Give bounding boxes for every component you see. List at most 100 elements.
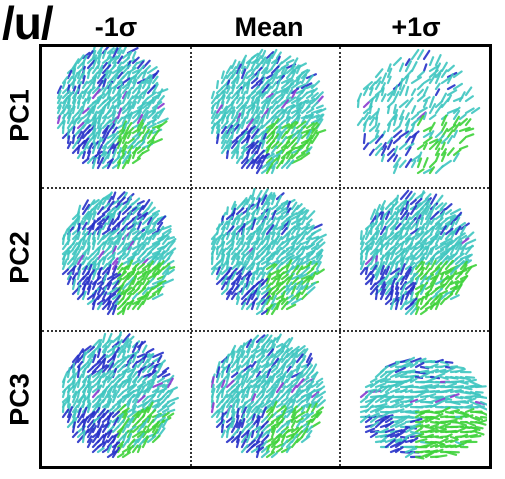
vector-glyph bbox=[449, 400, 461, 406]
vector-glyph bbox=[250, 276, 256, 286]
vector-glyph bbox=[260, 194, 268, 206]
vector-glyph bbox=[479, 418, 487, 424]
vector-glyph bbox=[255, 261, 261, 271]
vector-glyph bbox=[398, 130, 410, 139]
vector-glyph bbox=[414, 306, 420, 316]
vector-glyph bbox=[392, 90, 400, 103]
vector-glyph bbox=[151, 114, 158, 125]
vector-glyph bbox=[116, 152, 126, 165]
vector-glyph bbox=[106, 253, 114, 261]
vector-glyph bbox=[275, 342, 284, 349]
vector-glyph bbox=[270, 216, 277, 226]
vector-glyph bbox=[250, 338, 256, 349]
vector-glyph bbox=[270, 59, 278, 70]
vector-glyph bbox=[449, 435, 458, 440]
vector-glyph bbox=[290, 114, 302, 125]
vector-glyph bbox=[270, 259, 280, 266]
vector-glyph bbox=[101, 222, 107, 231]
vector-glyph bbox=[240, 216, 246, 226]
vector-glyph bbox=[96, 109, 104, 120]
vector-glyph bbox=[464, 86, 473, 97]
vector-glyph bbox=[250, 384, 258, 394]
vector-glyph bbox=[446, 89, 458, 97]
vector-glyph bbox=[210, 266, 217, 276]
vector-glyph bbox=[146, 236, 153, 246]
vector-glyph bbox=[260, 308, 270, 316]
vector-glyph bbox=[315, 241, 326, 251]
vector-glyph bbox=[410, 88, 417, 97]
vector-glyph bbox=[285, 285, 294, 296]
vector-glyph bbox=[464, 375, 476, 379]
vector-glyph bbox=[121, 272, 131, 281]
vector-glyph bbox=[111, 287, 122, 296]
vector-glyph bbox=[66, 276, 73, 286]
vector-glyph bbox=[429, 279, 437, 291]
vector-glyph bbox=[280, 428, 290, 439]
vector-glyph bbox=[71, 391, 78, 404]
vector-glyph bbox=[285, 103, 295, 110]
vector-glyph bbox=[384, 421, 394, 429]
vector-glyph bbox=[454, 365, 465, 370]
vector-glyph bbox=[305, 243, 316, 251]
vector-glyph bbox=[454, 216, 461, 226]
vector-glyph bbox=[86, 293, 95, 301]
vector-glyph bbox=[106, 419, 112, 429]
vector-glyph bbox=[295, 417, 304, 424]
vector-glyph bbox=[428, 140, 439, 151]
vector-glyph bbox=[101, 245, 112, 256]
vector-glyph bbox=[215, 99, 221, 110]
vector-glyph bbox=[290, 142, 298, 150]
vector-glyph bbox=[459, 274, 469, 286]
vector-glyph bbox=[265, 339, 273, 349]
vector-glyph bbox=[215, 270, 223, 281]
vector-glyph bbox=[156, 412, 167, 419]
vector-glyph bbox=[146, 364, 155, 374]
vector-glyph bbox=[136, 118, 144, 130]
vector-glyph bbox=[240, 298, 248, 306]
vector-glyph bbox=[106, 444, 113, 454]
vector-glyph bbox=[275, 51, 282, 60]
vector-glyph bbox=[384, 437, 397, 444]
vector-glyph bbox=[305, 286, 316, 296]
vector-glyph bbox=[215, 393, 221, 404]
vector-glyph bbox=[305, 403, 312, 414]
vector-glyph bbox=[111, 148, 118, 160]
vector-glyph bbox=[81, 80, 88, 90]
vector-glyph bbox=[106, 248, 116, 256]
vector-glyph bbox=[215, 410, 221, 419]
vector-glyph bbox=[280, 300, 289, 311]
vector-glyph bbox=[56, 104, 62, 115]
vector-glyph bbox=[280, 273, 289, 281]
vector-glyph bbox=[76, 144, 81, 155]
vector-glyph bbox=[444, 439, 453, 444]
vector-glyph bbox=[101, 230, 112, 241]
vector-glyph bbox=[265, 97, 272, 110]
vector-glyph bbox=[255, 225, 262, 236]
vector-glyph bbox=[220, 240, 226, 251]
vector-glyph bbox=[126, 335, 135, 344]
vector-glyph bbox=[131, 371, 138, 379]
vector-glyph bbox=[235, 212, 244, 221]
vector-glyph bbox=[161, 235, 170, 246]
vector-glyph bbox=[240, 290, 251, 301]
vector-glyph bbox=[225, 389, 236, 399]
vector-glyph bbox=[121, 91, 129, 105]
vector-glyph bbox=[210, 93, 219, 105]
vector-glyph bbox=[379, 254, 385, 266]
vector-glyph bbox=[146, 287, 154, 296]
vector-glyph bbox=[389, 362, 400, 369]
vector-glyph bbox=[394, 298, 400, 311]
vector-glyph bbox=[369, 432, 378, 439]
vector-glyph bbox=[215, 366, 221, 379]
vector-glyph bbox=[111, 233, 120, 241]
vector-glyph bbox=[384, 202, 393, 211]
vector-glyph bbox=[290, 111, 300, 120]
vector-glyph bbox=[295, 73, 302, 85]
vector-glyph bbox=[300, 147, 311, 155]
vector-glyph bbox=[399, 283, 407, 296]
vector-glyph bbox=[156, 370, 167, 379]
vector-glyph bbox=[151, 232, 158, 241]
vector-glyph bbox=[270, 445, 277, 454]
vector-field-pc3-mean bbox=[191, 331, 338, 472]
vector-glyph bbox=[290, 438, 300, 449]
